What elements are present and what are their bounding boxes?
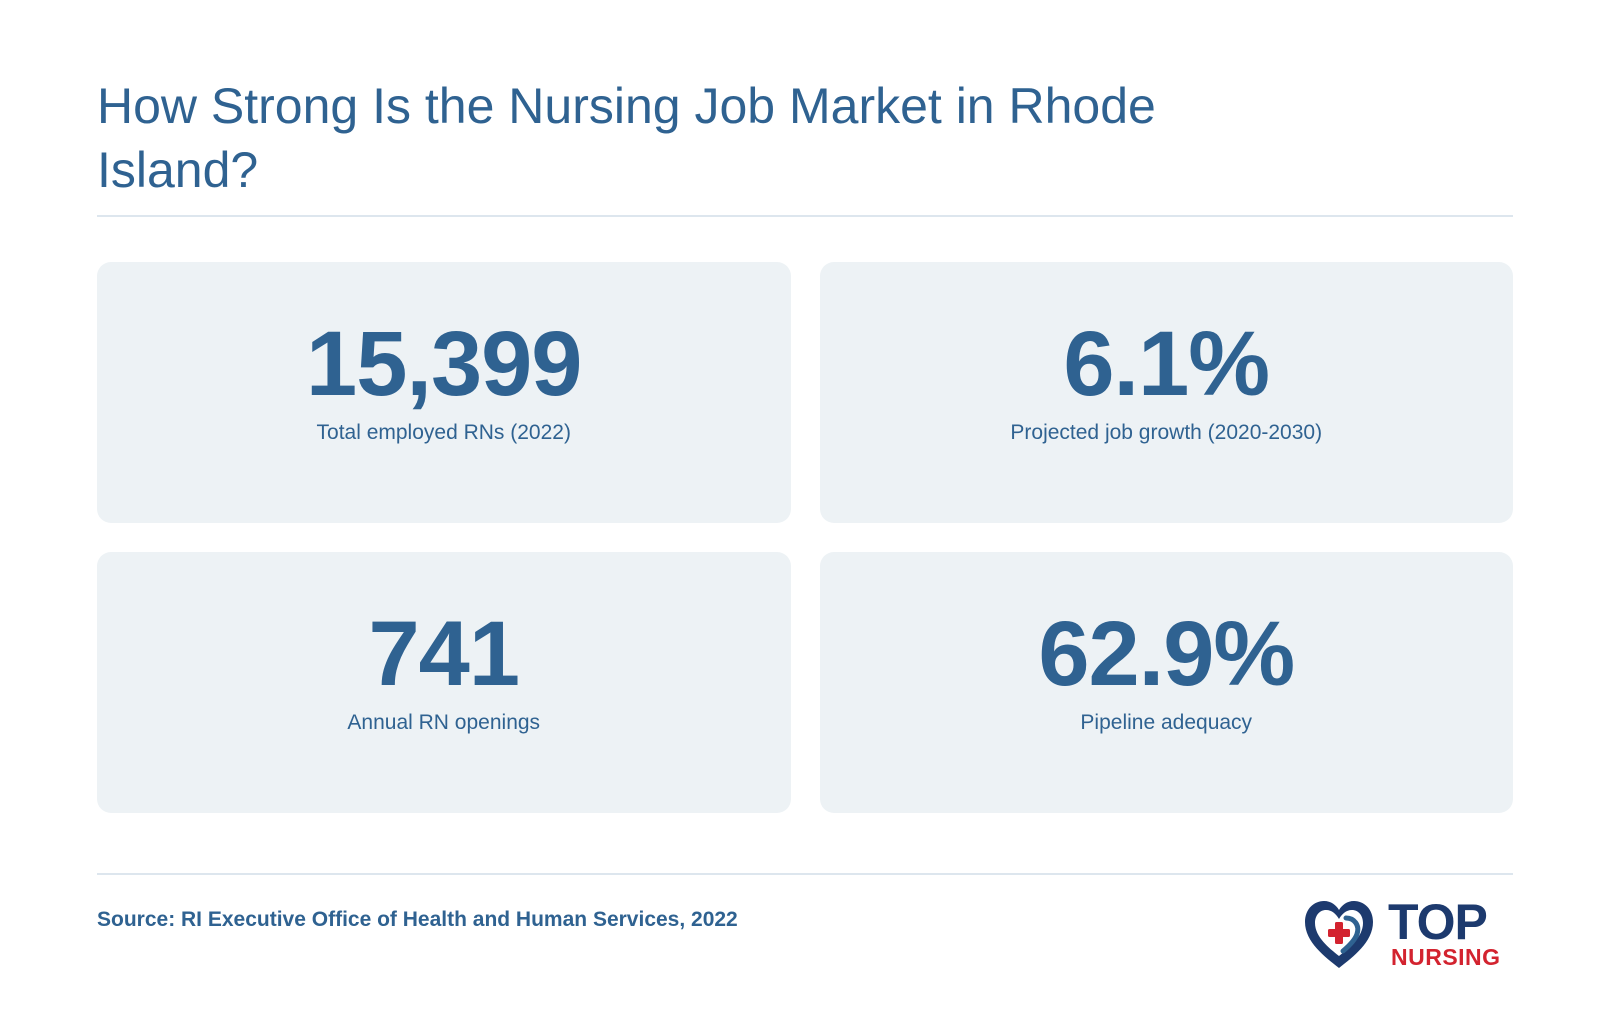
heart-cross-icon	[1305, 901, 1373, 968]
stat-label: Annual RN openings	[347, 710, 541, 734]
stat-card-pipeline-adequacy: 62.9% Pipeline adequacy	[819, 552, 1513, 813]
source-note: Source: RI Executive Office of Health an…	[97, 908, 738, 931]
stat-card-job-growth: 6.1% Projected job growth (2020-2030)	[819, 262, 1513, 523]
top-divider	[97, 215, 1513, 217]
page-title: How Strong Is the Nursing Job Market in …	[97, 78, 1156, 198]
stat-value: 6.1%	[1063, 312, 1270, 415]
stat-label: Projected job growth (2020-2030)	[1010, 420, 1323, 444]
brand-word-top: TOP	[1388, 894, 1488, 950]
stat-card-annual-openings: 741 Annual RN openings	[97, 552, 791, 813]
stat-label: Pipeline adequacy	[1080, 710, 1253, 734]
brand-word-bottom: NURSING	[1391, 944, 1501, 970]
stat-value: 62.9%	[1038, 602, 1295, 705]
stat-value: 741	[368, 602, 520, 705]
stat-label: Total employed RNs (2022)	[316, 420, 571, 444]
stat-card-employed-rns: 15,399 Total employed RNs (2022)	[97, 262, 791, 523]
stat-grid: 15,399 Total employed RNs (2022) 6.1% Pr…	[97, 262, 1513, 813]
bottom-divider	[97, 873, 1513, 875]
stat-value: 15,399	[306, 312, 582, 415]
brand-logo: TOP NURSING	[1302, 894, 1514, 970]
